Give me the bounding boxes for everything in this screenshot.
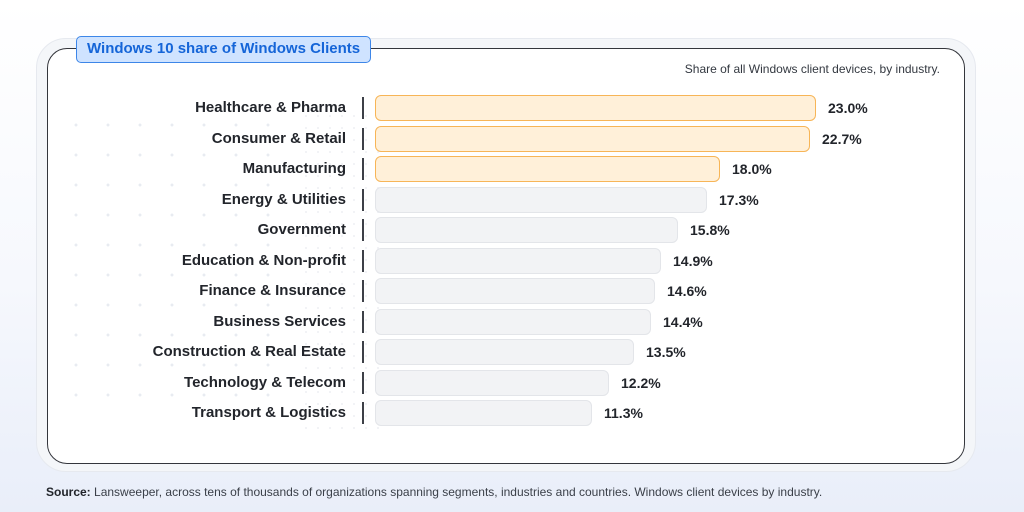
axis-tick (362, 97, 364, 119)
source-label: Source: (46, 485, 91, 499)
bar (375, 217, 678, 243)
data-label: 13.5% (646, 344, 686, 360)
data-label: 17.3% (719, 191, 759, 208)
category-label: Consumer & Retail (211, 129, 346, 147)
category-label: Healthcare & Pharma (195, 99, 346, 116)
data-label: 22.7% (822, 130, 862, 147)
data-label: 23.0% (828, 100, 868, 116)
axis-tick (362, 249, 364, 272)
background-dot-pattern (60, 110, 280, 410)
data-label: 14.4% (663, 313, 703, 330)
bar (375, 95, 816, 121)
category-label: Education & Non-profit (181, 251, 346, 269)
chart-subtitle: Share of all Windows client devices, by … (684, 62, 940, 76)
bar (375, 186, 707, 213)
bar (375, 247, 661, 274)
axis-tick (362, 341, 364, 363)
category-label: Energy & Utilities (221, 190, 346, 208)
axis-tick (362, 310, 364, 333)
category-label: Government (257, 221, 346, 238)
bar (375, 278, 655, 304)
source-note: Source: Lansweeper, across tens of thous… (46, 485, 822, 499)
source-text: Lansweeper, across tens of thousands of … (94, 485, 823, 499)
category-label: Manufacturing (242, 160, 346, 177)
bar (375, 369, 609, 396)
chart-title: Windows 10 share of Windows Clients (76, 36, 372, 63)
category-label: Technology & Telecom (184, 373, 346, 391)
axis-tick (362, 158, 364, 180)
data-label: 12.2% (621, 374, 661, 391)
data-label: 15.8% (690, 222, 730, 238)
bar (375, 156, 720, 182)
axis-tick (362, 127, 364, 150)
bar (375, 125, 810, 152)
category-label: Construction & Real Estate (152, 343, 346, 360)
category-label: Finance & Insurance (199, 282, 346, 299)
data-label: 18.0% (732, 161, 772, 177)
axis-tick (362, 402, 364, 424)
axis-tick (362, 371, 364, 394)
bar (375, 339, 634, 365)
axis-tick (362, 188, 364, 211)
data-label: 14.9% (673, 252, 713, 269)
axis-tick (362, 219, 364, 241)
axis-tick (362, 280, 364, 302)
category-label: Transport & Logistics (191, 404, 346, 421)
bar (375, 308, 651, 335)
data-label: 14.6% (667, 283, 707, 299)
background-dot-pattern-inner (300, 110, 380, 430)
bar (375, 400, 592, 426)
data-label: 11.3% (604, 405, 643, 421)
category-label: Business Services (213, 312, 346, 330)
